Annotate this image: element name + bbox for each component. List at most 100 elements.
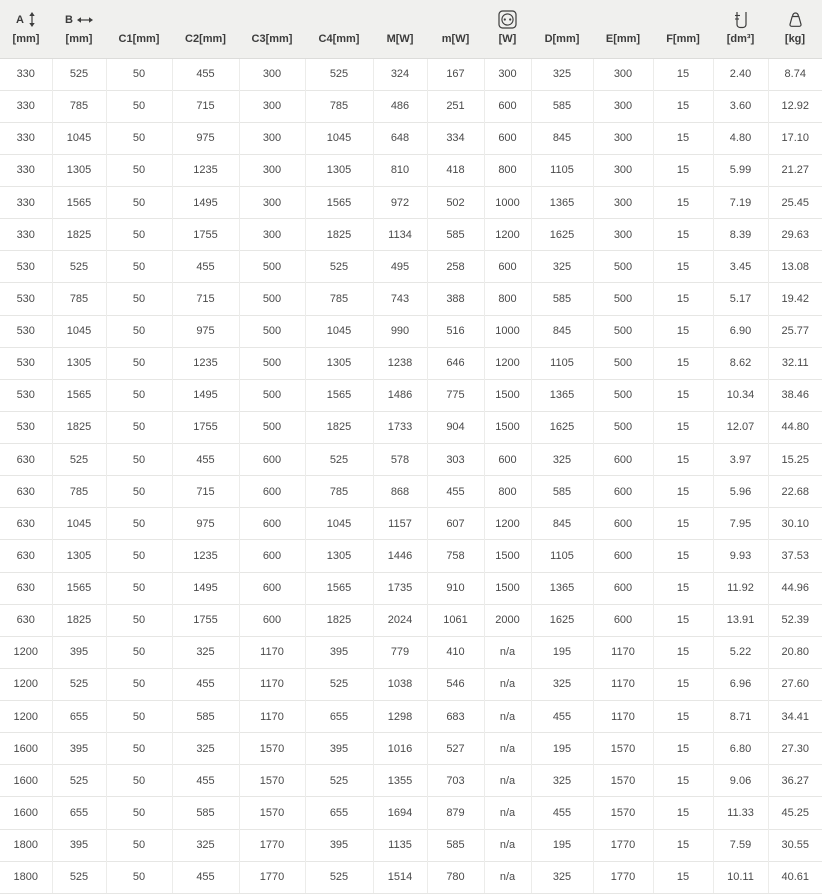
col-header-volume-unit: [dm³] bbox=[726, 32, 755, 45]
table-cell: 525 bbox=[305, 250, 374, 283]
table-cell: 5.96 bbox=[713, 475, 769, 508]
table-cell: 1305 bbox=[305, 539, 374, 572]
table-cell: 50 bbox=[106, 603, 173, 637]
table-cell: 868 bbox=[373, 475, 428, 508]
table-cell: 500 bbox=[593, 250, 654, 283]
table-cell: 455 bbox=[172, 58, 240, 91]
table-cell: 410 bbox=[427, 635, 485, 669]
table-cell: 15 bbox=[653, 475, 714, 508]
col-header-c2-label: C2[mm] bbox=[185, 32, 226, 45]
table-cell: 1200 bbox=[484, 507, 532, 540]
table-row: 630 1045 50 975 600 1045 1157 607 1200 845 600 15 7.… bbox=[0, 507, 822, 540]
table-cell: 1770 bbox=[239, 860, 306, 894]
table-row: 530 1825 50 1755 500 1825 1733 904 1500 1625 500 15… bbox=[0, 410, 822, 444]
table-cell: 879 bbox=[427, 796, 485, 829]
col-header-d: D[mm] bbox=[531, 0, 593, 59]
table-cell: 324 bbox=[373, 58, 428, 91]
table-cell: 530 bbox=[0, 346, 53, 380]
table-cell: 530 bbox=[0, 378, 53, 412]
table-cell: 15 bbox=[653, 764, 714, 797]
table-cell: 1305 bbox=[305, 346, 374, 380]
table-cell: 743 bbox=[373, 282, 428, 315]
table-cell: 1694 bbox=[373, 796, 428, 829]
table-cell: 50 bbox=[106, 410, 173, 444]
table-cell: 455 bbox=[172, 764, 240, 797]
table-row: 330 785 50 715 300 785 486 251 600 585 300 15 3.60 12… bbox=[0, 89, 822, 123]
table-cell: 303 bbox=[427, 442, 485, 476]
table-cell: 15 bbox=[653, 185, 714, 219]
table-cell: 1365 bbox=[531, 185, 594, 219]
table-cell: 5.22 bbox=[713, 635, 769, 669]
col-header-f-label: F[mm] bbox=[666, 32, 700, 45]
table-cell: 1570 bbox=[239, 732, 306, 765]
table-cell: 600 bbox=[239, 507, 306, 540]
table-row: 630 785 50 715 600 785 868 455 800 585 600 15 5.96 22… bbox=[0, 475, 822, 508]
table-cell: 13.08 bbox=[768, 250, 822, 283]
table-cell: 15 bbox=[653, 346, 714, 380]
table-cell: 1200 bbox=[0, 667, 53, 701]
table-cell: 15 bbox=[653, 571, 714, 605]
table-cell: 600 bbox=[484, 442, 532, 476]
table-cell: 50 bbox=[106, 442, 173, 476]
table-cell: 30.10 bbox=[768, 507, 822, 540]
table-cell: 15 bbox=[653, 314, 714, 348]
table-cell: 330 bbox=[0, 121, 53, 155]
table-cell: 395 bbox=[52, 828, 107, 862]
table-cell: 1495 bbox=[172, 571, 240, 605]
weight-bag-icon bbox=[788, 12, 802, 27]
table-row: 530 785 50 715 500 785 743 388 800 585 500 15 5.17 19… bbox=[0, 282, 822, 315]
table-cell: 1000 bbox=[484, 185, 532, 219]
col-header-weight-unit: [kg] bbox=[784, 32, 806, 45]
table-cell: 1157 bbox=[373, 507, 428, 540]
table-cell: 50 bbox=[106, 828, 173, 862]
table-cell: 500 bbox=[239, 282, 306, 315]
table-cell: 325 bbox=[531, 860, 594, 894]
col-header-weight: [kg] bbox=[768, 0, 822, 59]
table-cell: 1500 bbox=[484, 571, 532, 605]
table-cell: 585 bbox=[531, 89, 594, 123]
table-cell: 1600 bbox=[0, 764, 53, 797]
table-cell: 50 bbox=[106, 732, 173, 765]
table-cell: 22.68 bbox=[768, 475, 822, 508]
table-cell: 300 bbox=[239, 153, 306, 187]
table-cell: 15 bbox=[653, 89, 714, 123]
table-cell: 1200 bbox=[484, 218, 532, 251]
table-cell: 630 bbox=[0, 507, 53, 540]
table-cell: 45.25 bbox=[768, 796, 822, 829]
col-header-m-max-label: M[W] bbox=[386, 32, 414, 45]
table-cell: 1625 bbox=[531, 218, 594, 251]
table-cell: 1825 bbox=[52, 410, 107, 444]
table-cell: 990 bbox=[373, 314, 428, 348]
table-cell: 495 bbox=[373, 250, 428, 283]
table-cell: 15 bbox=[653, 58, 714, 91]
table-cell: 50 bbox=[106, 699, 173, 733]
table-cell: 585 bbox=[531, 475, 594, 508]
table-cell: 9.93 bbox=[713, 539, 769, 572]
table-cell: 15 bbox=[653, 699, 714, 733]
table-cell: 600 bbox=[484, 89, 532, 123]
table-cell: 325 bbox=[531, 58, 594, 91]
table-cell: 530 bbox=[0, 410, 53, 444]
table-cell: 40.61 bbox=[768, 860, 822, 894]
table-cell: 15 bbox=[653, 635, 714, 669]
table-cell: 1495 bbox=[172, 378, 240, 412]
table-cell: 395 bbox=[305, 732, 374, 765]
table-cell: 330 bbox=[0, 58, 53, 91]
table-cell: 15 bbox=[653, 410, 714, 444]
table-row: 630 1565 50 1495 600 1565 1735 910 1500 1365 600 15… bbox=[0, 571, 822, 605]
table-cell: 12.92 bbox=[768, 89, 822, 123]
table-cell: 50 bbox=[106, 346, 173, 380]
table-cell: 17.10 bbox=[768, 121, 822, 155]
table-cell: 7.95 bbox=[713, 507, 769, 540]
table-cell: 530 bbox=[0, 250, 53, 283]
table-cell: 300 bbox=[593, 58, 654, 91]
table-cell: 1770 bbox=[593, 860, 654, 894]
table-cell: 15 bbox=[653, 796, 714, 829]
table-cell: 300 bbox=[239, 89, 306, 123]
table-cell: 1755 bbox=[172, 410, 240, 444]
table-row: 530 1305 50 1235 500 1305 1238 646 1200 1105 500 15… bbox=[0, 346, 822, 380]
table-cell: 2000 bbox=[484, 603, 532, 637]
table-cell: 50 bbox=[106, 185, 173, 219]
